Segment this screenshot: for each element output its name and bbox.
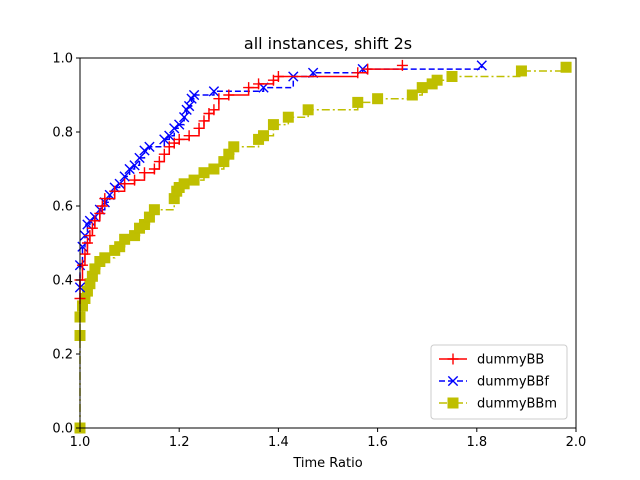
data-point-dummyBB-10: [99, 193, 111, 205]
data-point-dummyBBf-12: [119, 171, 130, 182]
data-point-dummyBBm-34: [352, 96, 364, 108]
x-tick-label: 2.0: [566, 435, 587, 450]
data-point-dummyBBf-22: [178, 112, 190, 123]
data-point-dummyBB-4: [81, 237, 93, 249]
x-tick-label: 1.0: [70, 435, 91, 450]
x-tick-label: 1.2: [169, 435, 190, 450]
data-point-dummyBBm-35: [372, 93, 384, 105]
legend-label-dummyBB: dummyBB: [477, 353, 544, 368]
data-point-dummyBBf-20: [169, 123, 180, 134]
x-tick-label: 1.6: [367, 435, 388, 450]
data-point-dummyBBm-41: [515, 65, 527, 77]
data-point-dummyBBf-27: [208, 86, 220, 97]
data-point-dummyBBf-32: [476, 60, 487, 71]
data-point-dummyBB-6: [86, 222, 98, 234]
data-point-dummyBB-21: [183, 130, 195, 142]
data-point-dummyBBm-39: [431, 74, 443, 86]
series-dummyBBf: [74, 60, 487, 293]
legend-item-dummyBBf: dummyBBf: [439, 375, 549, 390]
legend: dummyBB dummyBBf dummyBBm: [430, 344, 568, 420]
data-point-dummyBB-11: [109, 185, 121, 197]
data-point-dummyBB-31: [272, 71, 284, 82]
legend-marker-dummyBBf: [447, 375, 459, 387]
data-point-dummyBB-9: [96, 200, 108, 212]
data-point-dummyBB-15: [148, 163, 160, 175]
legend-label-dummyBBf: dummyBBf: [477, 375, 549, 390]
chart-title: all instances, shift 2s: [244, 34, 412, 53]
data-point-dummyBBm-24: [198, 167, 210, 179]
data-point-dummyBBm-18: [148, 204, 160, 216]
x-axis: 1.0 1.2 1.4 1.6 1.8 2.0: [70, 428, 587, 450]
data-point-dummyBB-27: [223, 89, 235, 101]
series-line-dummyBBf: [79, 65, 483, 288]
y-tick-label: 0.8: [52, 126, 73, 141]
data-point-dummyBB-13: [129, 174, 141, 186]
legend-item-dummyBBm: dummyBBm: [439, 397, 557, 412]
data-point-dummyBBf-14: [129, 160, 140, 171]
data-point-dummyBBf-15: [134, 152, 145, 164]
data-point-dummyBBf-24: [183, 100, 195, 112]
data-point-dummyBB-8: [94, 207, 106, 219]
y-tick-label: 1.0: [52, 52, 73, 67]
x-tick-label: 1.8: [466, 435, 487, 450]
y-tick-label: 0.4: [52, 274, 73, 289]
data-point-dummyBB-5: [84, 230, 96, 242]
legend-box: [430, 344, 568, 420]
x-tick-label: 1.4: [268, 435, 289, 450]
data-point-dummyBB-23: [198, 115, 210, 127]
data-point-dummyBB-20: [173, 133, 185, 145]
data-point-dummyBBf-16: [139, 145, 150, 156]
data-point-dummyBBm-31: [267, 119, 279, 131]
data-point-dummyBBm-40: [446, 71, 458, 82]
data-point-dummyBBf-21: [174, 119, 185, 130]
data-point-dummyBB-33: [362, 63, 374, 75]
plot-frame: [79, 57, 577, 429]
data-point-dummyBBm-23: [188, 174, 200, 186]
series-dummyBBm: [74, 61, 572, 434]
data-point-dummyBB-3: [79, 248, 91, 260]
data-point-dummyBBm-30: [258, 130, 270, 142]
data-point-dummyBBf-19: [164, 130, 175, 141]
data-point-dummyBB-26: [213, 93, 225, 105]
data-point-dummyBBm-25: [208, 163, 220, 175]
data-point-dummyBBf-17: [144, 141, 155, 152]
data-point-dummyBB-16: [153, 156, 165, 168]
data-point-dummyBBm-13: [119, 233, 131, 245]
data-point-dummyBBm-22: [178, 178, 190, 190]
legend-item-dummyBB: dummyBB: [439, 353, 544, 368]
data-point-dummyBBm-32: [282, 111, 294, 123]
legend-marker-dummyBB: [447, 353, 459, 365]
y-tick-label: 0.2: [52, 348, 73, 363]
data-point-dummyBB-25: [208, 104, 220, 116]
y-axis: 0.0 0.2 0.4 0.6 0.8 1.0: [52, 52, 80, 437]
data-point-dummyBBm-10: [99, 252, 111, 264]
series-dummyBB: [74, 59, 408, 304]
data-point-dummyBB-14: [138, 167, 150, 179]
y-tick-label: 0.6: [52, 200, 73, 215]
data-point-dummyBBm-37: [416, 82, 428, 94]
data-point-dummyBB-7: [89, 215, 101, 227]
data-point-dummyBB-2: [76, 259, 88, 271]
x-axis-label: Time Ratio: [292, 456, 362, 471]
data-point-dummyBBf-18: [159, 134, 170, 145]
y-tick-label: 0.0: [52, 422, 73, 437]
data-point-dummyBBf-26: [188, 89, 200, 101]
data-point-dummyBBf-13: [124, 163, 135, 175]
plot-area: [74, 59, 572, 434]
legend-label-dummyBBm: dummyBBm: [477, 397, 557, 412]
data-point-dummyBBm-42: [560, 61, 572, 73]
legend-marker-dummyBBm: [447, 397, 459, 409]
data-point-dummyBBm-33: [302, 104, 314, 116]
data-point-dummyBB-22: [193, 122, 205, 134]
data-point-dummyBB-28: [243, 82, 255, 94]
data-point-dummyBBm-28: [228, 141, 240, 153]
data-point-dummyBB-34: [396, 59, 408, 71]
data-point-dummyBB-17: [158, 148, 170, 160]
data-point-dummyBBm-36: [406, 89, 418, 101]
data-point-dummyBB-12: [119, 178, 131, 190]
data-point-dummyBB-32: [352, 67, 364, 79]
data-point-dummyBB-29: [253, 78, 265, 90]
